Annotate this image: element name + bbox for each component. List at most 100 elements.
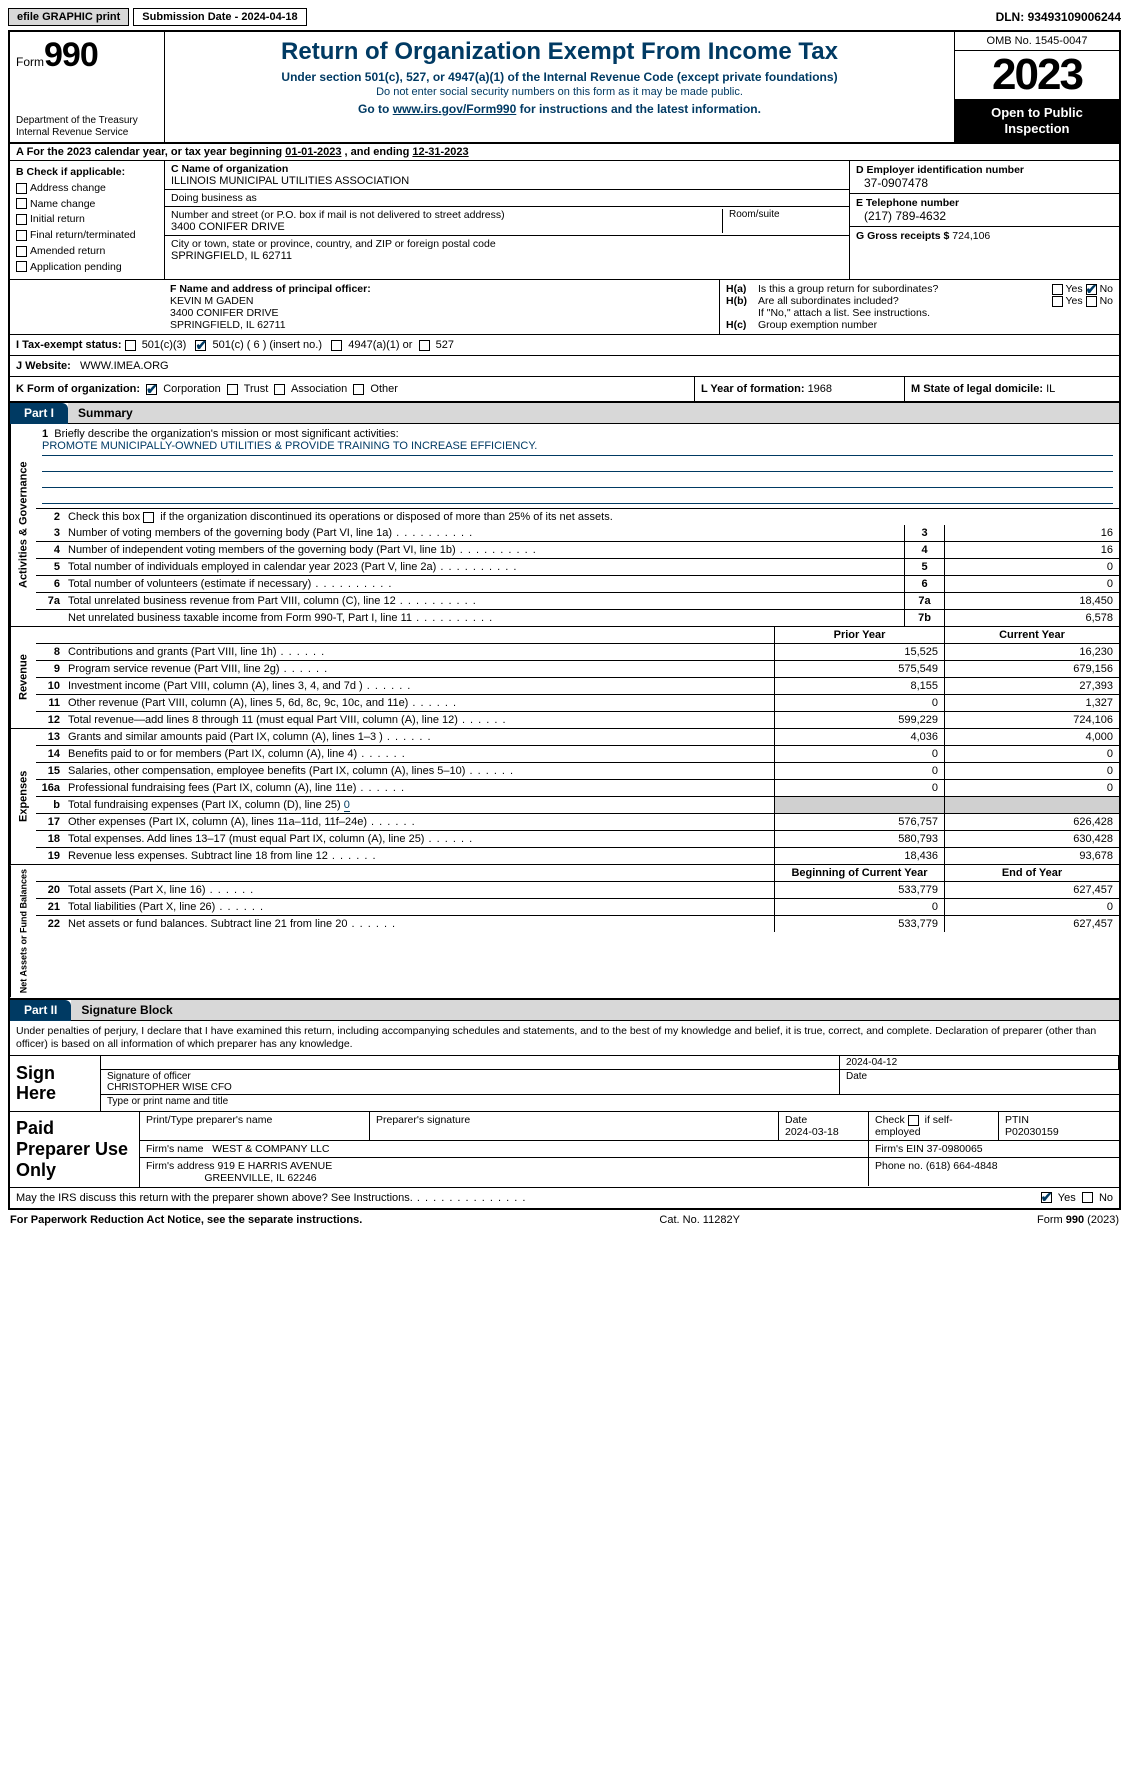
row-num: 17: [36, 814, 64, 830]
page-footer: For Paperwork Reduction Act Notice, see …: [8, 1210, 1121, 1226]
tax-year: 2023: [955, 51, 1119, 99]
sign-date-label: Date: [846, 1071, 867, 1082]
gov-box: 6: [904, 576, 944, 592]
row-desc: Net assets or fund balances. Subtract li…: [64, 916, 774, 932]
row-prior: 533,779: [774, 916, 944, 932]
row-prior: 0: [774, 746, 944, 762]
row-num: 14: [36, 746, 64, 762]
row-current: 0: [944, 780, 1119, 796]
ein-label: D Employer identification number: [856, 164, 1024, 176]
checkbox-discuss-no[interactable]: [1082, 1192, 1093, 1203]
opt-4947: 4947(a)(1) or: [348, 339, 412, 351]
opt-initial-return: Initial return: [30, 213, 85, 225]
opt-trust: Trust: [244, 383, 269, 395]
gov-desc: Total unrelated business revenue from Pa…: [64, 593, 904, 609]
officer-name: KEVIN M GADEN: [170, 295, 253, 307]
dept-line2: Internal Revenue Service: [16, 127, 128, 138]
gov-val: 6,578: [944, 610, 1119, 626]
row-desc: Revenue less expenses. Subtract line 18 …: [64, 848, 774, 864]
irs-link[interactable]: www.irs.gov/Form990: [393, 102, 517, 116]
checkbox-trust[interactable]: [227, 384, 238, 395]
gov-val: 16: [944, 542, 1119, 558]
dln: DLN: 93493109006244: [996, 10, 1121, 24]
checkbox-address-change[interactable]: [16, 183, 27, 194]
opt-amended-return: Amended return: [30, 245, 105, 257]
checkbox-amended-return[interactable]: [16, 246, 27, 257]
row-num: 10: [36, 678, 64, 694]
hb-yes: Yes: [1066, 295, 1083, 307]
checkbox-discontinued[interactable]: [143, 512, 154, 523]
checkbox-501c[interactable]: [195, 340, 206, 351]
sub3-post: for instructions and the latest informat…: [516, 102, 761, 116]
opt-final-return: Final return/terminated: [30, 229, 136, 241]
checkbox-hb-no[interactable]: [1086, 296, 1097, 307]
row-num: 20: [36, 882, 64, 898]
fh-block: F Name and address of principal officer:…: [10, 280, 1119, 335]
checkbox-ha-yes[interactable]: [1052, 284, 1063, 295]
officer-addr2: SPRINGFIELD, IL 62711: [170, 319, 286, 331]
period-end: 12-31-2023: [412, 146, 468, 158]
gov-desc: Net unrelated business taxable income fr…: [64, 610, 904, 626]
part2-header: Part II Signature Block: [10, 1000, 1119, 1021]
row-num: 12: [36, 712, 64, 728]
prep-date-lbl: Date: [785, 1114, 807, 1126]
checkbox-name-change[interactable]: [16, 198, 27, 209]
checkbox-527[interactable]: [419, 340, 430, 351]
firm-addr1: 919 E HARRIS AVENUE: [217, 1160, 332, 1172]
checkbox-4947[interactable]: [331, 340, 342, 351]
checkbox-501c3[interactable]: [125, 340, 136, 351]
row-prior: 0: [774, 780, 944, 796]
checkbox-application-pending[interactable]: [16, 261, 27, 272]
vtab-governance: Activities & Governance: [10, 424, 36, 626]
checkbox-self-employed[interactable]: [908, 1115, 919, 1126]
phone-value: (217) 789-4632: [856, 209, 1113, 223]
ptin-lbl: PTIN: [1005, 1114, 1029, 1126]
row-prior: 599,229: [774, 712, 944, 728]
prep-date: 2024-03-18: [785, 1126, 839, 1138]
gov-box: 7a: [904, 593, 944, 609]
efile-button[interactable]: efile GRAPHIC print: [8, 8, 129, 26]
form-number-big: 990: [44, 36, 98, 74]
box-h: H(a) Is this a group return for subordin…: [719, 280, 1119, 334]
row-desc: Total assets (Part X, line 16): [64, 882, 774, 898]
header-right: OMB No. 1545-0047 2023 Open to Public In…: [954, 32, 1119, 142]
box-e: E Telephone number (217) 789-4632: [850, 194, 1119, 227]
checkbox-discuss-yes[interactable]: [1041, 1192, 1052, 1203]
dln-label: DLN:: [996, 10, 1028, 24]
row-desc: Other revenue (Part VIII, column (A), li…: [64, 695, 774, 711]
checkbox-final-return[interactable]: [16, 230, 27, 241]
vtab-expenses: Expenses: [10, 729, 36, 864]
entity-right: D Employer identification number 37-0907…: [849, 161, 1119, 279]
domicile-label: M State of legal domicile:: [911, 383, 1046, 395]
checkbox-initial-return[interactable]: [16, 214, 27, 225]
gov-box: 5: [904, 559, 944, 575]
checkbox-corp[interactable]: [146, 384, 157, 395]
row-desc: Benefits paid to or for members (Part IX…: [64, 746, 774, 762]
row-current: 0: [944, 899, 1119, 915]
top-bar: efile GRAPHIC print Submission Date - 20…: [8, 8, 1121, 26]
gov-desc: Total number of individuals employed in …: [64, 559, 904, 575]
opt-name-change: Name change: [30, 198, 95, 210]
opt-501c3: 501(c)(3): [142, 339, 187, 351]
checkbox-assoc[interactable]: [274, 384, 285, 395]
l16b-num: b: [36, 797, 64, 813]
row-prior: 580,793: [774, 831, 944, 847]
checkbox-ha-no[interactable]: [1086, 284, 1097, 295]
header-center: Return of Organization Exempt From Incom…: [165, 32, 954, 142]
row-desc: Grants and similar amounts paid (Part IX…: [64, 729, 774, 745]
row-current: 626,428: [944, 814, 1119, 830]
opt-address-change: Address change: [30, 182, 106, 194]
line2-desc: Check this box if the organization disco…: [64, 509, 1119, 525]
row-prior: 0: [774, 899, 944, 915]
box-c: C Name of organization ILLINOIS MUNICIPA…: [165, 161, 849, 279]
officer-addr1: 3400 CONIFER DRIVE: [170, 307, 279, 319]
gross-value: 724,106: [952, 230, 990, 242]
open-inspection: Open to Public Inspection: [955, 99, 1119, 142]
checkbox-hb-yes[interactable]: [1052, 296, 1063, 307]
firm-ein: 37-0980065: [927, 1143, 983, 1155]
netassets-section: Net Assets or Fund Balances Beginning of…: [10, 865, 1119, 999]
row-current: 1,327: [944, 695, 1119, 711]
checkbox-other[interactable]: [353, 384, 364, 395]
part1-tag: Part I: [10, 403, 68, 424]
opt-527: 527: [436, 339, 454, 351]
